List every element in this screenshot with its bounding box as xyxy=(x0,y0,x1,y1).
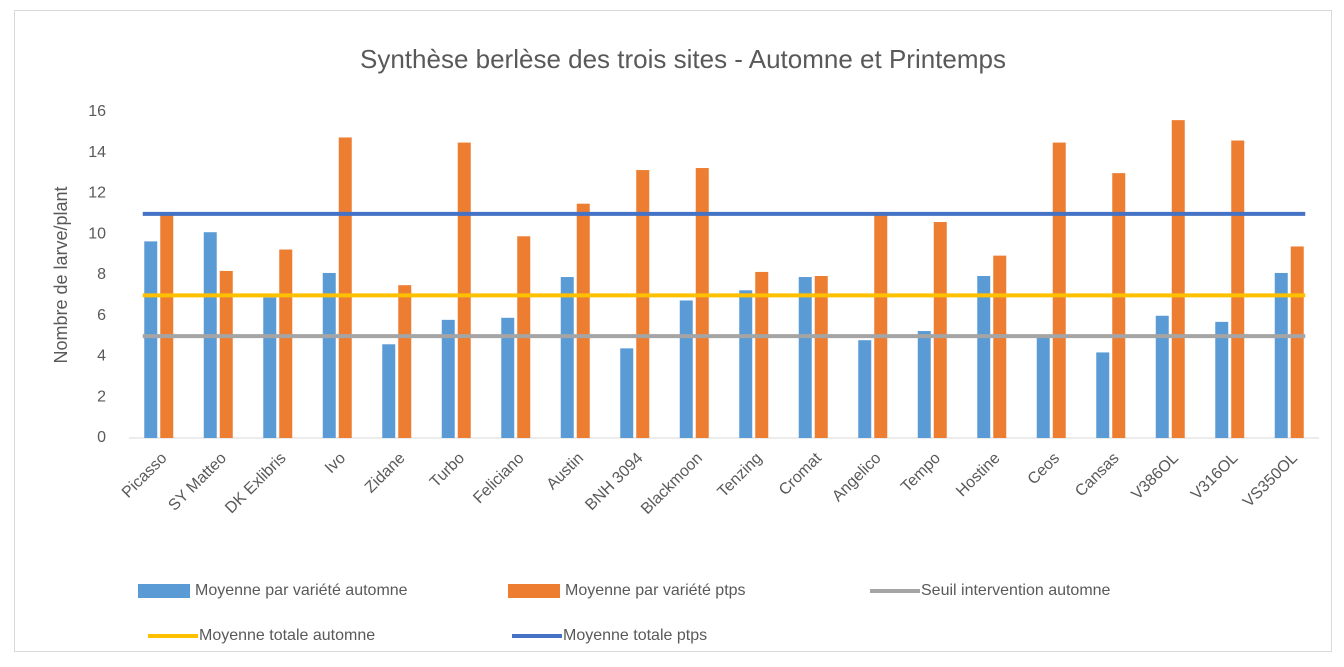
y-tick-label: 0 xyxy=(97,429,106,446)
bar xyxy=(398,285,412,438)
bar xyxy=(814,276,828,438)
bar xyxy=(977,276,991,438)
bar xyxy=(636,170,650,438)
bar xyxy=(576,203,590,438)
chart-border xyxy=(14,10,1332,652)
bar xyxy=(739,290,753,438)
bar xyxy=(1155,315,1169,438)
y-tick-label: 14 xyxy=(88,144,106,161)
bar xyxy=(1052,142,1066,438)
bar xyxy=(755,271,769,438)
bar xyxy=(858,340,872,438)
bar xyxy=(1171,120,1185,439)
bar xyxy=(219,270,233,438)
bar xyxy=(874,213,888,438)
bar xyxy=(1215,321,1229,438)
bar xyxy=(798,277,812,438)
bar xyxy=(620,348,634,438)
bar xyxy=(1290,246,1304,438)
bar xyxy=(382,344,396,438)
y-tick-label: 12 xyxy=(88,185,106,202)
legend-label: Seuil intervention automne xyxy=(921,582,1111,599)
bar xyxy=(160,213,174,438)
bar xyxy=(338,137,352,438)
legend-label: Moyenne par variété ptps xyxy=(565,582,746,599)
bar xyxy=(1036,336,1050,438)
bar xyxy=(695,168,709,438)
y-tick-label: 16 xyxy=(88,103,106,120)
y-tick-label: 6 xyxy=(97,307,106,324)
bar xyxy=(1096,352,1110,438)
bar xyxy=(560,277,574,438)
legend-label: Moyenne totale ptps xyxy=(563,627,707,644)
legend-label: Moyenne par variété automne xyxy=(195,582,408,599)
bar xyxy=(322,272,336,438)
legend-swatch xyxy=(138,584,190,598)
y-tick-label: 8 xyxy=(97,266,106,283)
y-tick-label: 10 xyxy=(88,225,106,242)
bar xyxy=(1274,272,1288,438)
bar xyxy=(144,241,158,438)
bar xyxy=(917,331,931,438)
chart-title: Synthèse berlèse des trois sites - Autom… xyxy=(360,44,1006,74)
y-axis-title: Nombre de larve/plant xyxy=(51,186,71,363)
legend-swatch xyxy=(508,584,560,598)
bar xyxy=(457,142,471,438)
bar xyxy=(441,319,455,438)
bar xyxy=(679,300,693,438)
bar xyxy=(933,222,947,438)
legend-label: Moyenne totale automne xyxy=(199,627,375,644)
y-tick-label: 2 xyxy=(97,388,106,405)
bar xyxy=(1231,140,1245,438)
bar xyxy=(501,317,515,438)
y-tick-label: 4 xyxy=(97,348,106,365)
bar xyxy=(279,249,293,438)
bar xyxy=(263,297,277,438)
bar xyxy=(1112,173,1126,438)
bar xyxy=(993,255,1007,438)
